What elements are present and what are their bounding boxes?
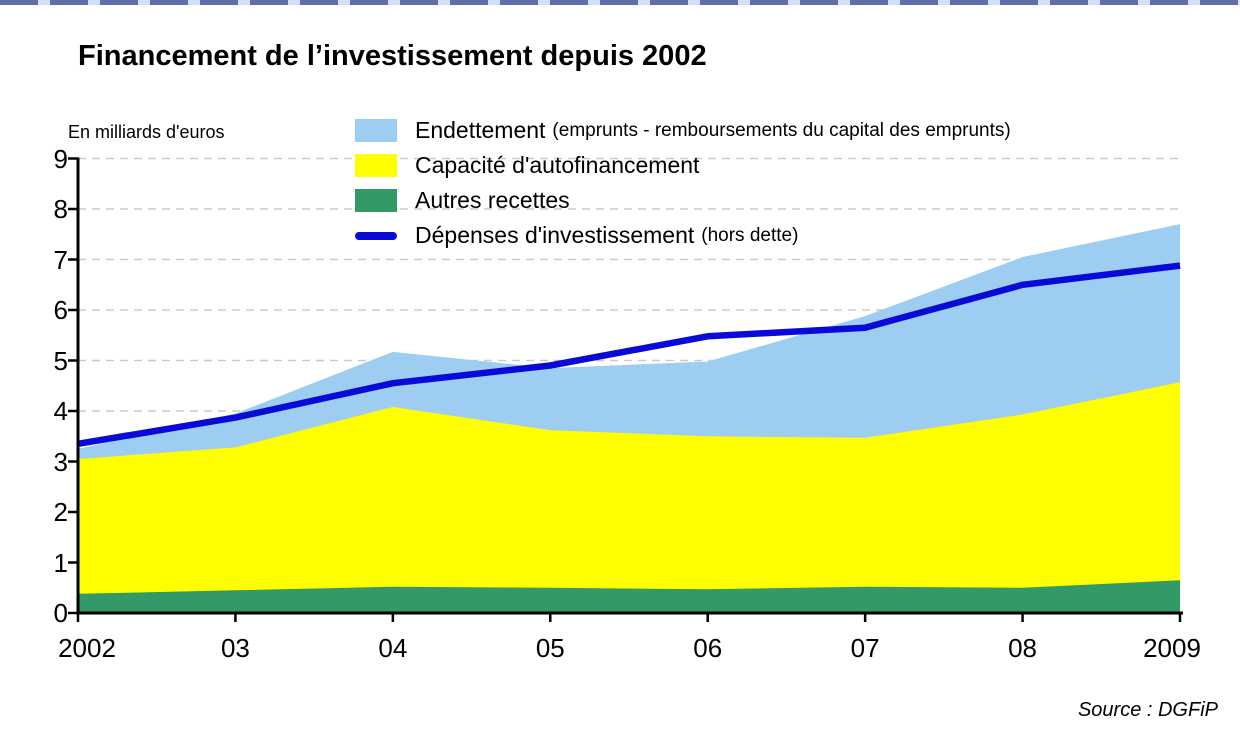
autres-recettes-area-swatch xyxy=(355,189,397,212)
area-autofinancement xyxy=(78,382,1180,613)
legend-label: Dépenses d'investissement xyxy=(415,222,695,248)
y-tick-label: 2 xyxy=(53,497,68,527)
x-tick-label: 07 xyxy=(850,633,880,663)
y-tick-label: 6 xyxy=(53,295,68,325)
autofinancement-area-swatch xyxy=(355,154,397,177)
y-tick-label: 3 xyxy=(53,446,68,477)
legend-item-endettement: Endettement (emprunts - remboursements d… xyxy=(355,113,1011,148)
y-tick-label: 5 xyxy=(53,345,68,376)
legend-item-autofinancement: Capacité d'autofinancement xyxy=(355,148,1011,183)
legend: Endettement (emprunts - remboursements d… xyxy=(355,113,1011,253)
y-tick-label: 4 xyxy=(53,396,68,426)
y-tick-label: 7 xyxy=(53,244,68,275)
source-label: Source : DGFiP xyxy=(1077,699,1218,721)
x-tick-label: 2009 xyxy=(1143,633,1201,663)
legend-label: Capacité d'autofinancement xyxy=(415,152,700,178)
area-autres_recettes xyxy=(78,580,1180,613)
legend-item-depenses: Dépenses d'investissement (hors dette) xyxy=(355,218,1011,253)
y-tick-label: 9 xyxy=(53,143,68,174)
y-tick-label: 0 xyxy=(53,598,68,628)
depenses-line-swatch xyxy=(355,231,397,240)
x-tick-label: 06 xyxy=(693,633,723,663)
legend-note: (emprunts - remboursements du capital de… xyxy=(552,119,1011,141)
x-tick-label: 05 xyxy=(535,633,565,663)
decorative-top-border xyxy=(0,0,1240,5)
endettement-area-swatch xyxy=(355,119,397,142)
x-tick-label: 03 xyxy=(220,633,250,663)
depenses-line xyxy=(77,262,1181,448)
y-axis-unit-label: En milliards d'euros xyxy=(68,122,225,142)
x-tick-label: 04 xyxy=(378,633,408,663)
legend-label: Autres recettes xyxy=(415,187,570,213)
x-tick-label: 08 xyxy=(1008,633,1038,663)
legend-note: (hors dette) xyxy=(701,224,799,246)
y-tick-label: 1 xyxy=(53,547,68,578)
page-title: Financement de l’investissement depuis 2… xyxy=(78,40,707,72)
x-tick-label: 2002 xyxy=(58,633,116,663)
legend-label: Endettement xyxy=(415,117,546,143)
y-tick-label: 8 xyxy=(53,194,68,224)
legend-item-autres-recettes: Autres recettes xyxy=(355,183,1011,218)
